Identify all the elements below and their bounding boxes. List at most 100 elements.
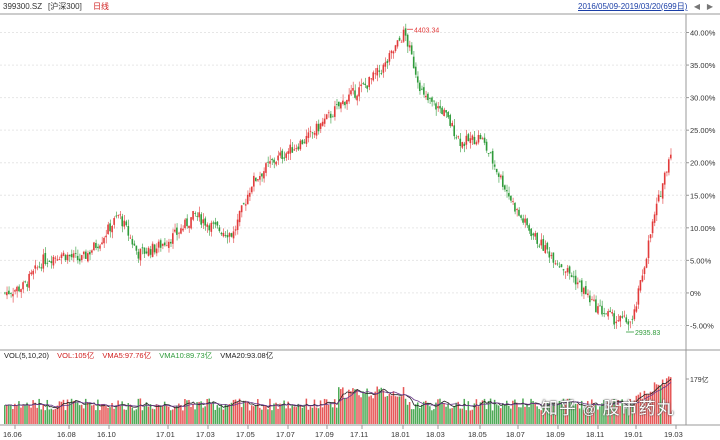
candle-body [329, 113, 332, 118]
volume-bar [36, 407, 38, 424]
candle-body [202, 219, 204, 224]
volume-bar [6, 405, 8, 424]
scroll-left-icon[interactable]: ◀ [693, 2, 701, 11]
volume-bar [412, 409, 415, 424]
candle-body [578, 281, 581, 283]
candle-body [113, 218, 115, 225]
volume-bar [76, 402, 79, 424]
candle-body [299, 140, 302, 150]
volume-bar [408, 402, 411, 424]
volume-bar [378, 389, 381, 424]
candle-body [514, 202, 516, 212]
candle-body [319, 123, 322, 129]
volume-bar [578, 408, 581, 424]
candle-body [340, 102, 342, 109]
volume-bar [643, 390, 646, 424]
candle-body [311, 132, 314, 134]
candle-body [360, 84, 362, 87]
candle-body [121, 216, 124, 227]
candle-body [605, 313, 607, 315]
candle-body [307, 132, 310, 138]
candle-body [333, 106, 336, 117]
candle-body [358, 87, 360, 97]
volume-bar [402, 387, 405, 424]
candle-body [289, 144, 292, 154]
candle-body [384, 62, 387, 67]
period-label[interactable]: 日线 [93, 2, 109, 11]
candle-body [218, 227, 221, 232]
volume-bar [329, 403, 332, 424]
candle-body [182, 228, 184, 231]
volume-bar [641, 398, 644, 424]
volume-bar [307, 409, 310, 424]
candle-body [627, 321, 630, 325]
candle-body [250, 186, 253, 193]
candle-body [255, 177, 257, 181]
candle-body [526, 218, 528, 226]
volume-bar [323, 398, 326, 424]
candle-body [206, 224, 209, 227]
volume-bar [222, 409, 225, 424]
x-tick-label: 16.08 [57, 430, 76, 439]
x-tick-label: 19.01 [624, 430, 643, 439]
volume-bar [89, 403, 91, 424]
candle-body [93, 242, 95, 251]
candle-body [86, 253, 89, 262]
scroll-right-icon[interactable]: ▶ [706, 2, 714, 11]
candle-body [123, 220, 126, 227]
volume-bar [435, 402, 437, 424]
candle-body [491, 151, 494, 164]
vma10-line [4, 382, 672, 408]
volume-bar [586, 401, 589, 424]
symbol-code: 399300.SZ [3, 2, 43, 11]
candle-body [279, 152, 281, 156]
candle-body [30, 272, 32, 275]
volume-bar [599, 406, 601, 424]
candle-body [613, 313, 615, 325]
candle-body [518, 209, 520, 216]
candle-body [151, 243, 154, 257]
volume-bar [499, 408, 502, 424]
candle-body [542, 239, 545, 251]
volume-bar [617, 399, 619, 424]
volume-bar [269, 398, 271, 424]
volume-bar [348, 389, 350, 424]
candle-body [135, 245, 138, 251]
candle-body [62, 252, 65, 256]
y-tick-label: -5.00% [690, 321, 714, 330]
candle-body [275, 161, 277, 165]
candle-body [159, 240, 162, 248]
volume-bar [10, 404, 12, 424]
volume-bar [550, 405, 553, 424]
candle-body [273, 159, 275, 163]
volume-bar [392, 391, 395, 424]
candle-body [89, 251, 91, 255]
volume-bar [228, 404, 231, 424]
volume-bar [637, 394, 640, 424]
volume-bar [350, 391, 352, 424]
y-tick-label: 40.00% [690, 29, 716, 38]
volume-bar [342, 387, 344, 424]
candle-body [119, 214, 122, 216]
volume-bar [445, 406, 447, 424]
candle-body [416, 76, 419, 83]
candle-body [506, 190, 508, 192]
candle-body [172, 233, 174, 244]
candle-body [186, 218, 188, 227]
volume-bar [321, 407, 324, 424]
volume-bar [20, 407, 22, 424]
volume-bar [410, 409, 413, 424]
date-range-link[interactable]: 2016/05/09-2019/03/20(699日) [578, 2, 688, 11]
volume-bar [216, 405, 219, 424]
volume-bar [204, 406, 206, 424]
candle-body [24, 281, 26, 283]
volume-bar [303, 404, 306, 424]
candle-body [429, 97, 431, 99]
volume-bar [236, 401, 239, 424]
candle-body [153, 244, 156, 253]
volume-bar [230, 402, 233, 424]
volume-bar [165, 405, 168, 424]
volume-bar [374, 391, 376, 424]
candle-body [137, 251, 140, 259]
